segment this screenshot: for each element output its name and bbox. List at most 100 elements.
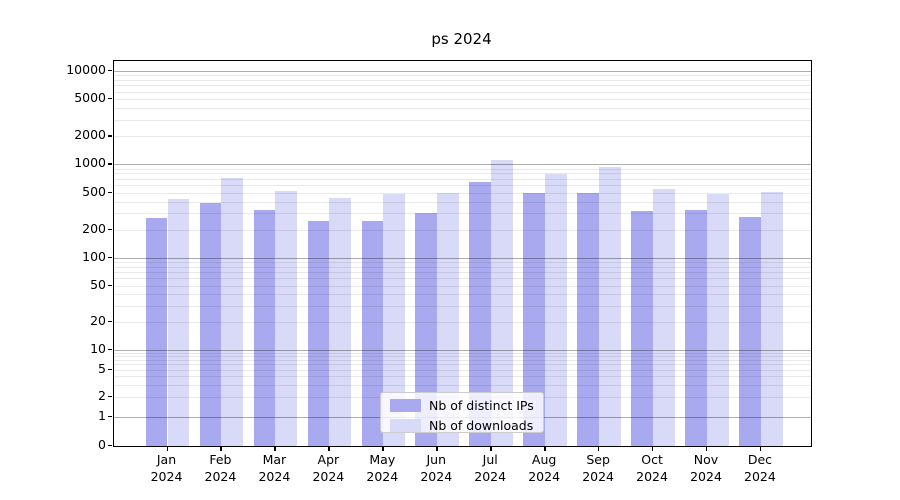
legend-label-downloads: Nb of downloads bbox=[429, 418, 534, 433]
gridline bbox=[114, 119, 811, 121]
y-tick-label: 1000 bbox=[74, 155, 106, 171]
x-tick-label: Feb 2024 bbox=[204, 452, 237, 484]
bar-ips-jul bbox=[469, 181, 492, 446]
bar-ips-mar bbox=[253, 210, 276, 446]
gridline bbox=[114, 349, 811, 351]
gridline bbox=[114, 91, 811, 93]
bar-ips-jun bbox=[415, 212, 438, 446]
gridline bbox=[114, 384, 811, 386]
gridline bbox=[114, 80, 811, 82]
y-tick-label: 100 bbox=[82, 249, 106, 264]
x-tick-mark bbox=[759, 446, 762, 451]
y-tick-mark bbox=[108, 416, 112, 418]
gridline bbox=[114, 364, 811, 366]
legend-item-distinct-ips: Nb of distinct IPs bbox=[390, 398, 535, 413]
y-tick-label: 200 bbox=[82, 220, 106, 236]
x-tick-mark bbox=[544, 446, 546, 451]
x-tick-mark bbox=[706, 446, 708, 451]
x-tick-label: Apr 2024 bbox=[312, 452, 345, 484]
y-tick-mark bbox=[108, 135, 112, 137]
x-tick-mark bbox=[328, 446, 330, 451]
gridline bbox=[114, 352, 811, 354]
gridline bbox=[114, 369, 811, 371]
y-tick-mark bbox=[108, 228, 112, 231]
y-tick-mark bbox=[108, 98, 112, 100]
x-tick-mark bbox=[274, 446, 276, 451]
bar-ips-may bbox=[361, 220, 384, 446]
y-tick-mark bbox=[108, 445, 112, 447]
x-tick-label: Jul 2024 bbox=[474, 452, 507, 484]
x-tick-mark bbox=[652, 446, 654, 451]
bar-ips-dec bbox=[739, 216, 761, 446]
legend-label-distinct-ips: Nb of distinct IPs bbox=[429, 398, 534, 413]
x-tick-label: Oct 2024 bbox=[636, 452, 668, 484]
bar-ips-oct bbox=[631, 211, 654, 446]
gridline bbox=[114, 192, 811, 194]
gridline bbox=[114, 185, 811, 187]
gridline bbox=[114, 359, 811, 361]
x-tick-mark bbox=[382, 446, 384, 451]
y-tick-label: 20 bbox=[90, 312, 106, 328]
gridline bbox=[114, 108, 811, 110]
gridline bbox=[114, 376, 811, 378]
x-tick-label: Jan 2024 bbox=[150, 452, 183, 484]
gridline bbox=[114, 321, 811, 323]
bar-downloads-dec bbox=[760, 191, 783, 446]
legend-swatch-distinct-ips bbox=[390, 399, 421, 412]
gridline bbox=[114, 229, 811, 231]
y-tick-label: 0 bbox=[98, 437, 106, 452]
gridline bbox=[114, 178, 811, 180]
legend-item-downloads: Nb of downloads bbox=[390, 418, 535, 433]
bar-ips-jan bbox=[145, 218, 168, 446]
bar-downloads-apr bbox=[329, 197, 352, 446]
y-tick-mark bbox=[108, 191, 112, 193]
bar-ips-nov bbox=[685, 210, 707, 446]
y-tick-label: 1 bbox=[98, 408, 106, 423]
gridline bbox=[114, 164, 811, 166]
gridline bbox=[114, 213, 811, 215]
bar-downloads-nov bbox=[707, 194, 729, 446]
x-tick-label: Sep 2024 bbox=[582, 452, 614, 484]
gridline bbox=[114, 136, 811, 138]
y-tick-mark bbox=[108, 320, 112, 323]
x-tick-label: May 2024 bbox=[366, 452, 399, 484]
y-tick-mark bbox=[108, 257, 112, 259]
y-tick-label: 500 bbox=[82, 183, 106, 199]
plot-area bbox=[113, 60, 812, 447]
x-tick-label: Mar 2024 bbox=[258, 452, 291, 484]
bar-downloads-jun bbox=[437, 193, 460, 446]
bar-downloads-sep bbox=[599, 166, 621, 446]
x-tick-label: Nov 2024 bbox=[690, 452, 722, 484]
gridline bbox=[114, 285, 811, 287]
gridline bbox=[114, 356, 811, 358]
gridline bbox=[114, 99, 811, 101]
gridline bbox=[114, 168, 811, 170]
gridline bbox=[114, 85, 811, 87]
bar-downloads-may bbox=[383, 194, 406, 446]
y-tick-mark bbox=[108, 348, 112, 350]
gridline bbox=[114, 272, 811, 274]
y-tick-mark bbox=[108, 368, 112, 371]
x-tick-mark bbox=[490, 446, 492, 451]
bar-downloads-mar bbox=[275, 190, 298, 446]
bar-downloads-feb bbox=[221, 178, 244, 446]
gridline bbox=[114, 262, 811, 264]
gridline bbox=[114, 258, 811, 259]
bar-ips-aug bbox=[523, 192, 546, 446]
legend-swatch-downloads bbox=[390, 419, 421, 432]
y-tick-mark bbox=[108, 284, 112, 286]
y-tick-label: 5000 bbox=[74, 90, 106, 106]
x-tick-label: Dec 2024 bbox=[744, 452, 776, 484]
bar-downloads-jan bbox=[167, 199, 190, 446]
bar-ips-feb bbox=[199, 203, 222, 446]
gridline bbox=[114, 305, 811, 307]
y-tick-label: 50 bbox=[90, 276, 106, 292]
x-tick-label: Aug 2024 bbox=[528, 452, 561, 484]
legend: Nb of distinct IPs Nb of downloads bbox=[380, 392, 544, 433]
y-tick-label: 10000 bbox=[66, 62, 106, 77]
y-tick-label: 2000 bbox=[74, 127, 106, 143]
x-tick-mark bbox=[220, 446, 222, 451]
x-tick-mark bbox=[598, 446, 600, 451]
y-tick-mark bbox=[108, 395, 112, 398]
y-tick-label: 10 bbox=[90, 340, 106, 356]
